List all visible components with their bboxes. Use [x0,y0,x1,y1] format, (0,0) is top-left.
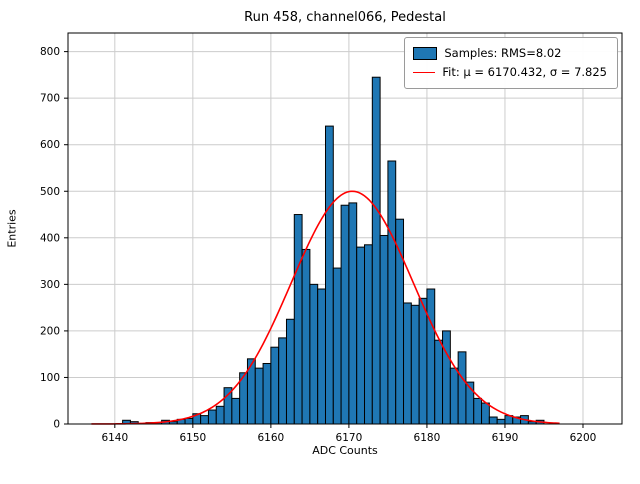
x-tick-label: 6150 [179,432,206,444]
legend-entry-fit: Fit: μ = 6170.432, σ = 7.825 [413,63,607,82]
legend-entry-samples: Samples: RMS=8.02 [413,44,607,63]
histogram-bar [215,405,225,425]
y-tick-label: 400 [40,232,60,244]
legend-fit-label: Fit: μ = 6170.432, σ = 7.825 [442,65,607,79]
histogram-bar [340,204,350,425]
histogram-bar [496,418,506,425]
histogram-bar [457,351,467,425]
y-tick-label: 700 [40,93,60,105]
x-tick-label: 6200 [570,432,597,444]
histogram-bar [356,246,366,425]
grid-lines [68,33,622,425]
histogram-bar [379,234,389,425]
y-tick-label: 100 [40,372,60,384]
histogram-bar [301,248,311,425]
histogram-bar [332,267,342,425]
histogram-bar [317,288,326,425]
histogram-bar [348,202,358,425]
y-tick-label: 300 [40,279,60,291]
histogram-bar [285,318,295,425]
x-tick-label: 6190 [492,432,519,444]
gaussian-fit-curve [91,190,560,425]
y-tick-label: 500 [40,186,60,198]
histogram-bars [122,76,545,425]
histogram-bar [371,76,381,425]
samples-swatch-icon [413,47,438,60]
histogram-bar [262,362,272,425]
histogram-bar [324,125,334,425]
histogram-bar [387,160,397,425]
x-axis-label: ADC Counts [312,444,378,457]
histogram-bar [449,367,459,425]
histogram-bar [270,346,280,425]
y-tick-label: 200 [40,325,60,337]
fit-line-swatch-icon [413,72,436,73]
x-tick-label: 6170 [336,432,363,444]
y-tick-label: 0 [53,419,60,431]
histogram-bar [442,330,451,425]
histogram-bar [278,337,287,425]
histogram-bar [184,417,194,425]
histogram-bar [223,387,233,425]
histogram-bar [293,214,303,425]
histogram-bar [254,367,264,425]
histogram-bar [309,283,319,425]
histogram-bar [473,397,483,425]
histogram-bar [488,416,498,425]
histogram-bar [403,302,412,425]
histogram-bar [231,397,241,425]
y-tick-label: 600 [40,139,60,151]
histogram-bar [207,409,217,425]
histogram-bar [410,304,420,425]
x-tick-label: 6160 [258,432,285,444]
histogram-bar [434,339,444,425]
x-tick-label: 6180 [414,432,441,444]
histogram-bar [481,402,490,425]
y-axis-label: Entries [5,209,19,248]
x-tick-label: 6140 [101,432,128,444]
histogram-bar [364,244,373,425]
y-tick-label: 800 [40,46,60,58]
histogram-bar [426,288,436,425]
histogram-bar [418,297,428,425]
legend: Samples: RMS=8.02 Fit: μ = 6170.432, σ =… [404,37,618,89]
tick-labels: 6140 6150 6160 6170 6180 6190 6200 0 100 200 300 40… [40,46,596,444]
histogram-bar [200,415,209,425]
chart-title: Run 458, channel066, Pedestal [244,10,446,25]
legend-samples-label: Samples: RMS=8.02 [444,46,562,60]
axes-frame [67,32,623,425]
